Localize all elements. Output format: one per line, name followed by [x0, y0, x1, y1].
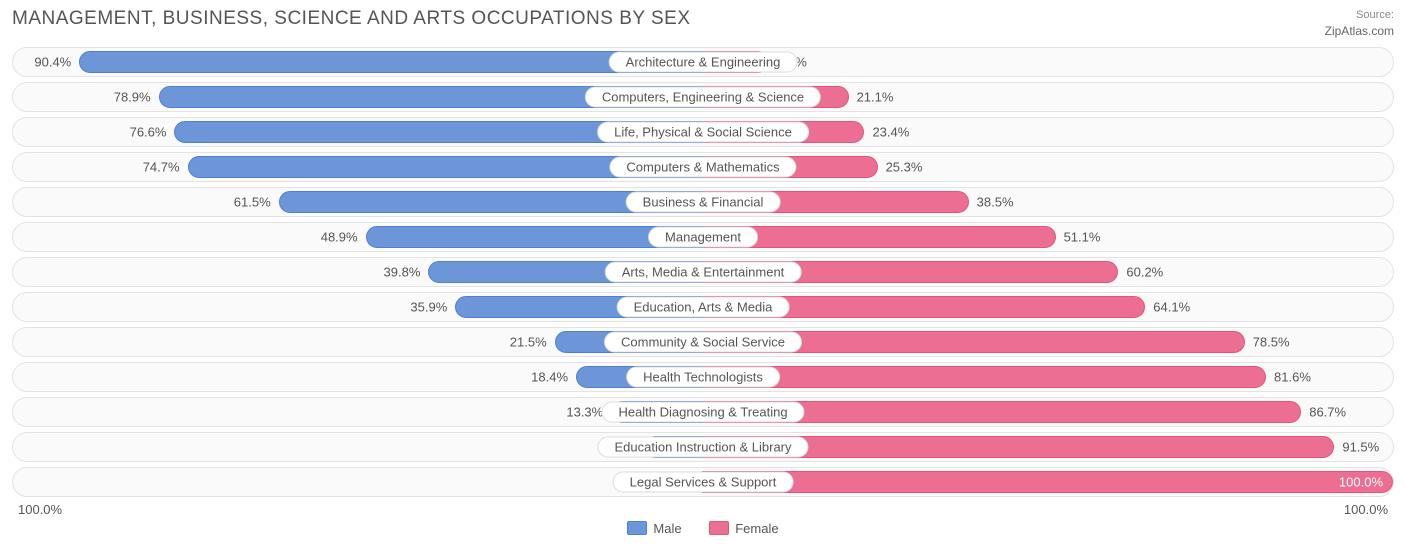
- chart-row: 78.9% 21.1% Computers, Engineering & Scien…: [12, 82, 1394, 112]
- legend: Male Female: [12, 521, 1394, 539]
- chart-row: 8.5%91.5%Education Instruction & Library: [12, 432, 1394, 462]
- value-label-male: 39.8%: [384, 264, 421, 279]
- chart-row: 21.5% 78.5% Community & Social Service: [12, 327, 1394, 357]
- category-label: Computers, Engineering & Science: [585, 86, 821, 107]
- category-label: Management: [648, 226, 758, 247]
- legend-item-female: Female: [709, 521, 778, 536]
- chart-row: 48.9% 51.1% Management: [12, 222, 1394, 252]
- value-label-male: 13.3%: [566, 404, 603, 419]
- axis-labels: 100.0% 100.0%: [12, 502, 1394, 517]
- value-label-female: 60.2%: [1126, 264, 1163, 279]
- value-label-male: 74.7%: [143, 159, 180, 174]
- legend-label-female: Female: [735, 521, 778, 536]
- value-label-female: 25.3%: [886, 159, 923, 174]
- legend-item-male: Male: [627, 521, 681, 536]
- source-brand: ZipAtlas.com: [1325, 24, 1394, 38]
- chart-row: 0.0%100.0%Legal Services & Support: [12, 467, 1394, 497]
- value-label-female: 81.6%: [1274, 369, 1311, 384]
- category-label: Computers & Mathematics: [609, 156, 796, 177]
- chart-row: 13.3% 86.7% Health Diagnosing & Treating: [12, 397, 1394, 427]
- chart-row: 76.6% 23.4% Life, Physical & Social Scienc…: [12, 117, 1394, 147]
- category-label: Architecture & Engineering: [609, 51, 798, 72]
- value-label-female: 91.5%: [1342, 439, 1379, 454]
- category-label: Education Instruction & Library: [597, 436, 808, 457]
- chart-row: 74.7% 25.3% Computers & Mathematics: [12, 152, 1394, 182]
- value-label-male: 21.5%: [510, 334, 547, 349]
- value-label-female: 23.4%: [872, 124, 909, 139]
- value-label-male: 35.9%: [410, 299, 447, 314]
- axis-left-label: 100.0%: [18, 502, 62, 517]
- category-label: Community & Social Service: [604, 331, 802, 352]
- chart-row: 90.4%9.6%Architecture & Engineering: [12, 47, 1394, 77]
- value-label-male: 48.9%: [321, 229, 358, 244]
- value-label-female: 86.7%: [1309, 404, 1346, 419]
- value-label-female: 64.1%: [1153, 299, 1190, 314]
- source-label: Source:: [1356, 9, 1394, 21]
- chart-title: MANAGEMENT, BUSINESS, SCIENCE AND ARTS O…: [12, 8, 691, 30]
- source-attribution: Source: ZipAtlas.com: [1325, 8, 1394, 41]
- header: MANAGEMENT, BUSINESS, SCIENCE AND ARTS O…: [12, 8, 1394, 41]
- chart-row: 61.5% 38.5% Business & Financial: [12, 187, 1394, 217]
- chart-row: 35.9% 64.1% Education, Arts & Media: [12, 292, 1394, 322]
- value-label-male: 18.4%: [531, 369, 568, 384]
- category-label: Education, Arts & Media: [617, 296, 790, 317]
- value-label-female: 51.1%: [1064, 229, 1101, 244]
- value-label-female: 38.5%: [977, 194, 1014, 209]
- category-label: Arts, Media & Entertainment: [605, 261, 802, 282]
- legend-label-male: Male: [653, 521, 681, 536]
- value-label-male: 76.6%: [130, 124, 167, 139]
- chart-row: 39.8% 60.2% Arts, Media & Entertainment: [12, 257, 1394, 287]
- value-label-male: 61.5%: [234, 194, 271, 209]
- category-label: Legal Services & Support: [613, 471, 794, 492]
- value-label-female: 78.5%: [1253, 334, 1290, 349]
- value-label-male: 90.4%: [34, 54, 71, 69]
- legend-swatch-male: [627, 521, 647, 535]
- category-label: Health Technologists: [626, 366, 780, 387]
- value-label-female: 100.0%: [1339, 474, 1383, 489]
- category-label: Business & Financial: [626, 191, 781, 212]
- bar-female: [703, 471, 1393, 493]
- category-label: Life, Physical & Social Science: [597, 121, 809, 142]
- bar-female: [703, 366, 1266, 388]
- diverging-bar-chart: 90.4%9.6%Architecture & Engineering 78.9%…: [12, 47, 1394, 497]
- axis-right-label: 100.0%: [1344, 502, 1388, 517]
- legend-swatch-female: [709, 521, 729, 535]
- chart-row: 18.4% 81.6% Health Technologists: [12, 362, 1394, 392]
- value-label-male: 78.9%: [114, 89, 151, 104]
- value-label-female: 21.1%: [857, 89, 894, 104]
- category-label: Health Diagnosing & Treating: [601, 401, 804, 422]
